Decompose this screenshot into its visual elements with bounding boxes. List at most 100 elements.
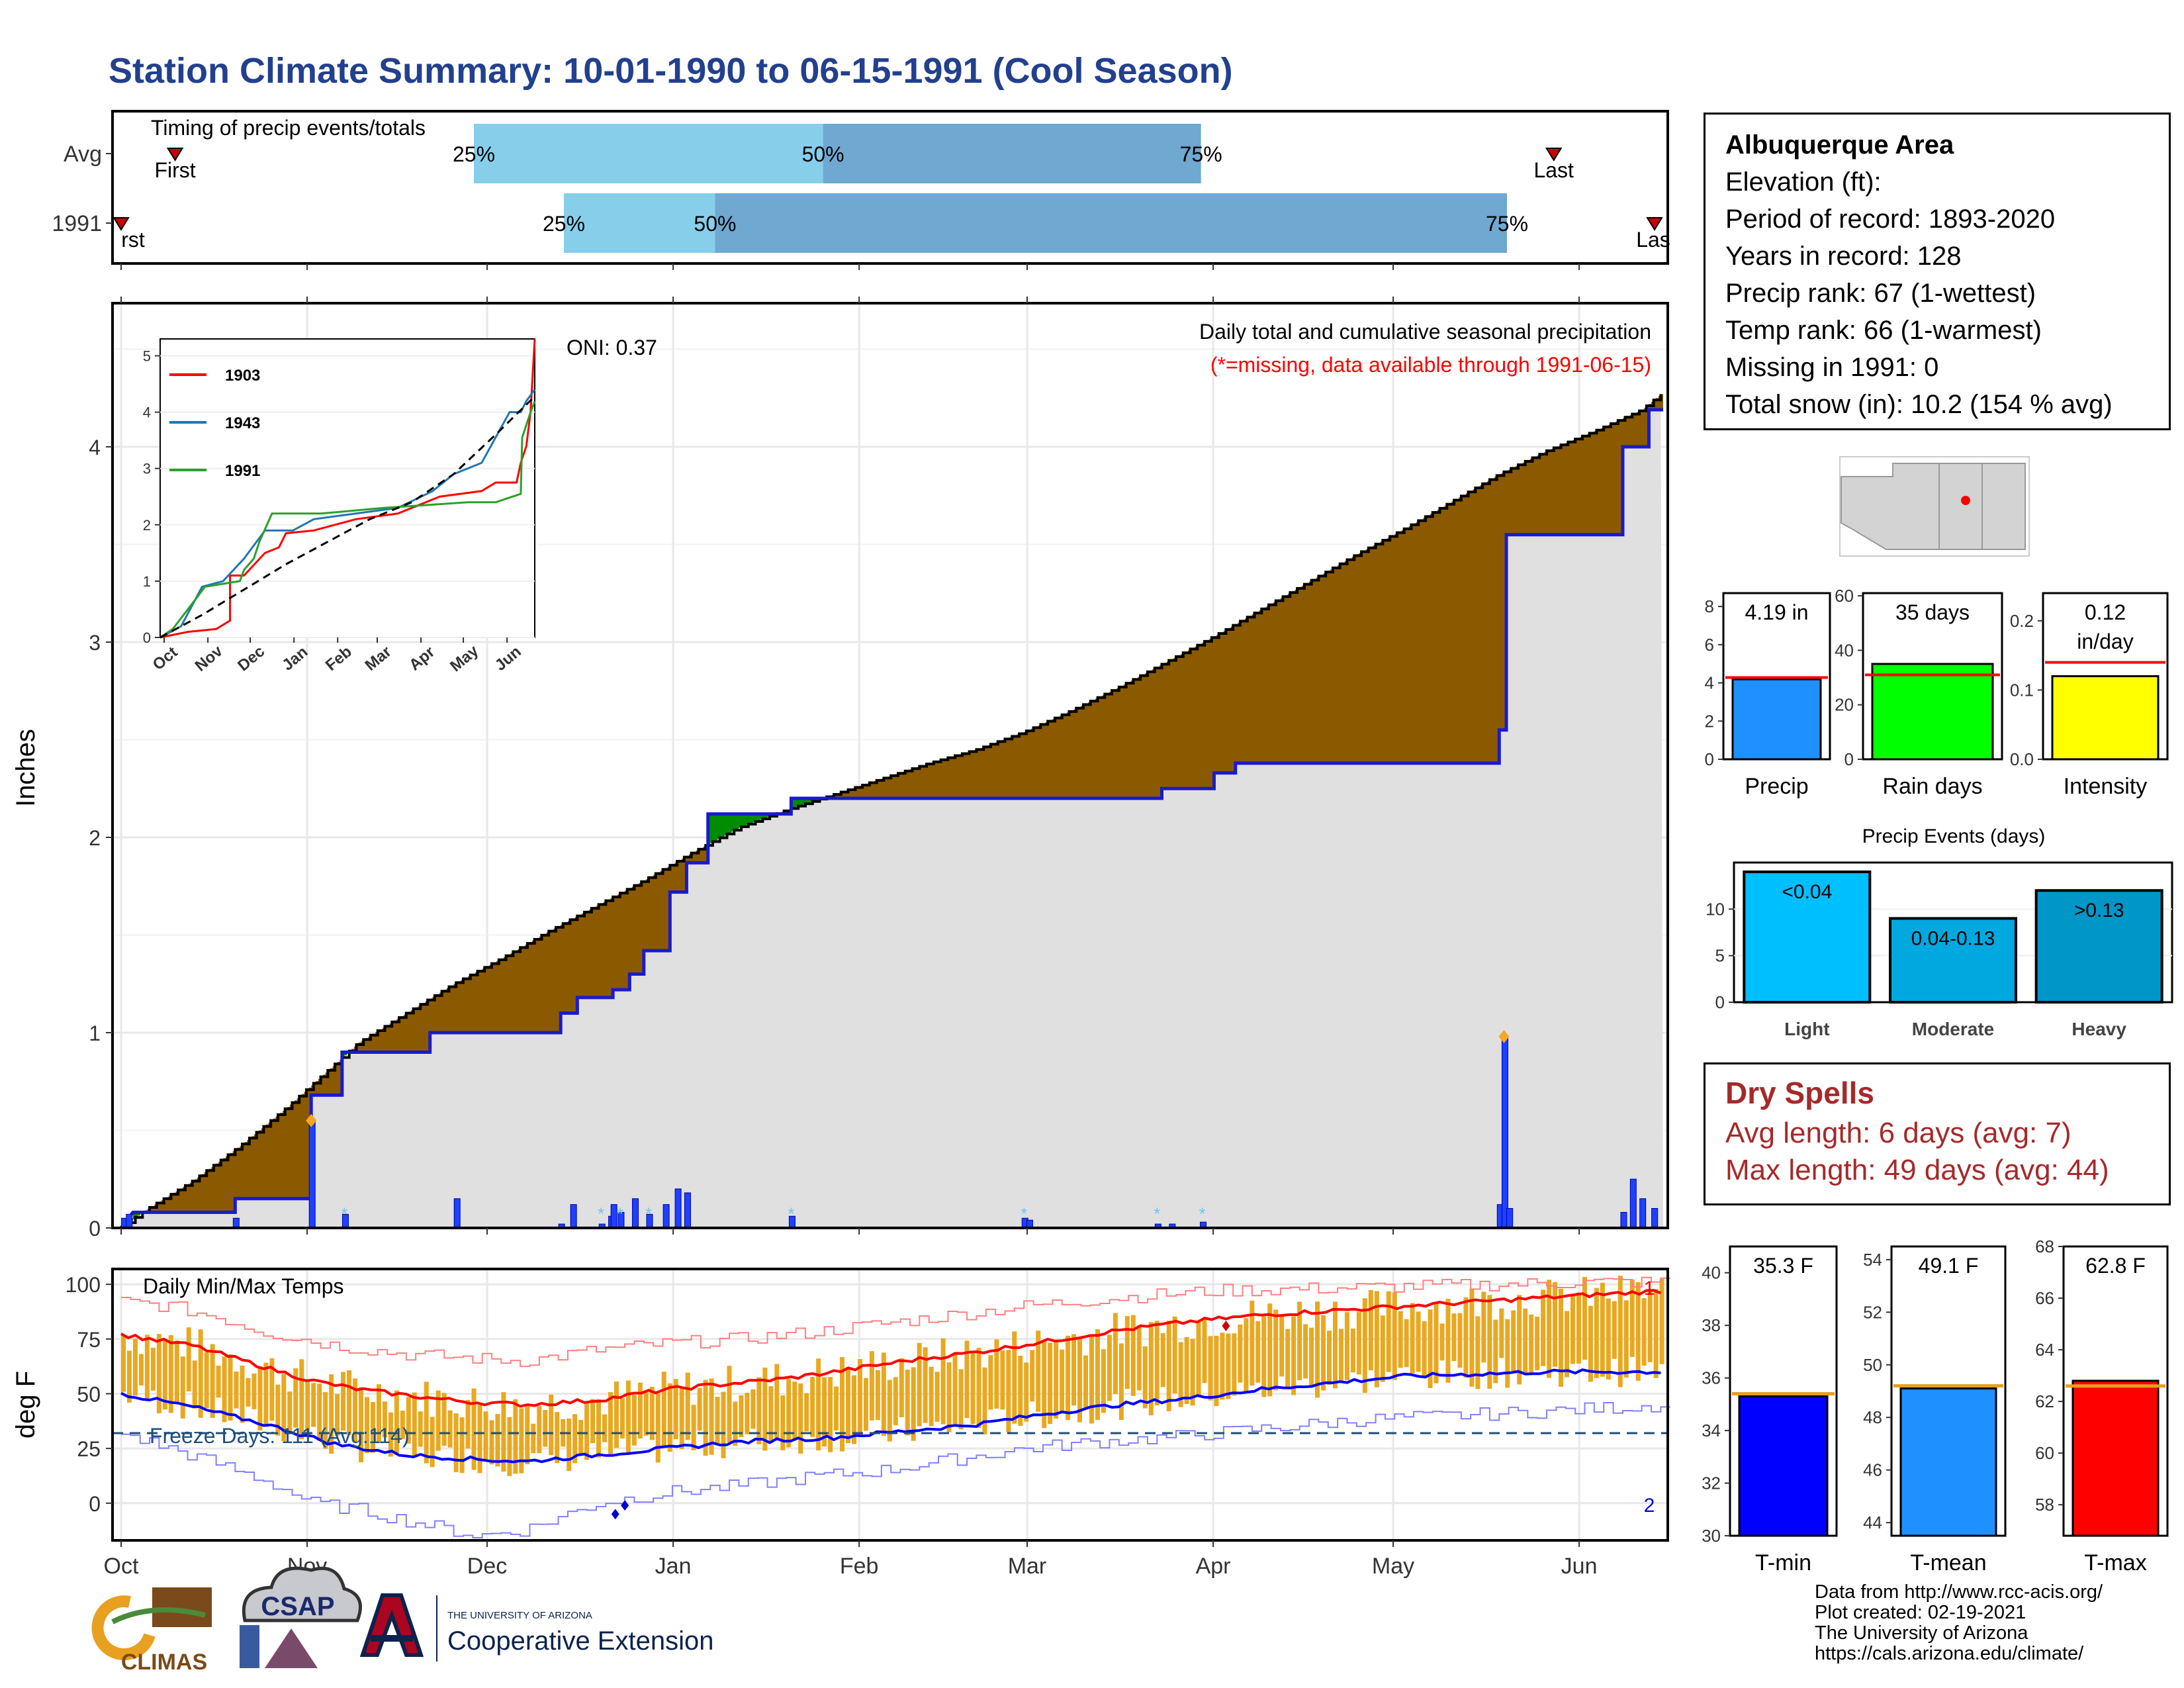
daily-temp-bar [697, 1387, 702, 1431]
month-label: May [1372, 1554, 1414, 1579]
timing-label-75: 75% [1180, 142, 1222, 166]
daily-temp-bar [1238, 1324, 1243, 1383]
record-low-marker [611, 1509, 619, 1520]
daily-temp-bar [857, 1359, 862, 1436]
month-label: Jan [655, 1554, 692, 1579]
timing-bar-q25-q50 [474, 124, 823, 183]
daily-temp-bar [691, 1405, 696, 1450]
daily-temp-bar [1416, 1311, 1421, 1372]
daily-temp-bar [1208, 1336, 1213, 1401]
daily-temp-bar [1499, 1308, 1504, 1358]
daily-temp-bar [631, 1395, 637, 1446]
record-high-count: 1 [1644, 1278, 1655, 1299]
daily-max-marker [1498, 1029, 1510, 1043]
temps-y-label: 0 [89, 1492, 101, 1516]
daily-temp-bar [1422, 1321, 1427, 1378]
daily-temp-bar [471, 1388, 477, 1470]
footer-line: The University of Arizona [1815, 1622, 2028, 1644]
daily-temp-bar [1250, 1300, 1255, 1386]
daily-temp-bar [602, 1414, 608, 1442]
daily-temp-bar [1629, 1280, 1635, 1357]
footer-line: Data from http://www.rcc-acis.org/ [1815, 1581, 2103, 1603]
daily-temp-bar [1600, 1282, 1605, 1377]
timing-panel: Avg 25% 50% 75% First Last 1991 25% 50% 75% rst Las… [52, 110, 1670, 270]
mini-y-label: 38 [1702, 1315, 1721, 1335]
csap-text: CSAP [261, 1592, 334, 1621]
snow-marker: * [1199, 1203, 1205, 1223]
mini-y-label: 50 [1863, 1355, 1882, 1375]
daily-temp-bar [192, 1360, 197, 1409]
daily-temp-bar [412, 1392, 417, 1457]
daily-temp-bar [976, 1348, 981, 1429]
dry-spells-title: Dry Spells [1725, 1076, 1874, 1110]
daily-temp-bar [1184, 1336, 1189, 1404]
mini-y-label: 68 [2035, 1237, 2054, 1256]
mini-y-label: 46 [1863, 1460, 1882, 1480]
daily-temp-bar [745, 1393, 750, 1434]
daily-temp-bar [132, 1338, 138, 1396]
daily-temp-bar [513, 1399, 518, 1474]
main-ylabel: Inches [11, 729, 40, 807]
month-label: Mar [1008, 1554, 1047, 1579]
daily-temp-bar [1368, 1289, 1373, 1371]
daily-temp-bar [1529, 1314, 1534, 1373]
daily-temp-bar [1635, 1282, 1641, 1381]
daily-precip-bar [570, 1204, 577, 1229]
daily-temp-bar [946, 1362, 952, 1432]
daily-temp-bar [1130, 1315, 1136, 1396]
daily-temp-bar [341, 1372, 346, 1431]
daily-temp-bar [168, 1335, 173, 1413]
daily-temp-bar [608, 1391, 613, 1454]
daily-temp-bar [1024, 1362, 1029, 1422]
daily-temp-bar [721, 1391, 726, 1458]
mini-value-label: 62.8 F [2085, 1254, 2146, 1278]
daily-temp-bar [1553, 1282, 1558, 1367]
daily-temp-bar [1060, 1349, 1065, 1412]
daily-temp-bar [555, 1412, 560, 1464]
record-low-marker [621, 1500, 629, 1511]
temps-title: Daily Min/Max Temps [143, 1274, 343, 1298]
daily-precip-bar [453, 1198, 461, 1229]
main-frame [111, 302, 1669, 1229]
daily-temp-bar [869, 1351, 874, 1421]
timing-row-label: Avg [64, 142, 102, 167]
daily-precip-bar [1506, 1208, 1514, 1229]
month-label: Oct [104, 1554, 139, 1579]
mini-y-label: 34 [1702, 1421, 1721, 1440]
daily-temp-bar [578, 1420, 584, 1454]
inset-legend-label: 1943 [225, 414, 260, 432]
timing-label-50: 50% [802, 142, 844, 166]
inset-frame [159, 338, 535, 638]
daily-temp-bar [370, 1402, 375, 1453]
daily-temp-bar [774, 1364, 780, 1438]
daily-temp-bar [323, 1391, 328, 1449]
inset-y-label: 5 [143, 348, 151, 365]
daily-temp-bar [923, 1347, 928, 1423]
daily-temp-bar [619, 1398, 625, 1439]
mini-y-label: 40 [1835, 640, 1854, 660]
footer-line: Plot created: 02-19-2021 [1815, 1602, 2026, 1623]
daily-temp-bar [435, 1390, 441, 1451]
inset-series-line [159, 338, 536, 639]
daily-temp-bar [483, 1411, 488, 1460]
event-bar-label: 0.04-0.13 [1911, 927, 1995, 949]
timing-marker [113, 217, 130, 231]
daily-temp-bar [1066, 1335, 1071, 1421]
info-temp-rank: Temp rank: 66 (1-warmest) [1725, 316, 2042, 345]
avg-cumulative-line [121, 394, 1662, 1229]
daily-temp-bar [1332, 1301, 1338, 1389]
daily-temp-bar [1428, 1309, 1433, 1388]
daily-temp-bar [263, 1362, 269, 1427]
daily-temp-bar [1475, 1316, 1480, 1389]
climas-text: CLIMAS [121, 1650, 207, 1675]
mini-y-label: 4 [1705, 673, 1714, 693]
timing-bar-q50-q75 [715, 193, 1508, 253]
daily-temp-bar [1641, 1298, 1647, 1366]
daily-temp-bar [507, 1417, 512, 1476]
daily-temp-bar [661, 1372, 666, 1448]
daily-temp-bar [1095, 1329, 1100, 1420]
daily-temp-bar [251, 1373, 257, 1409]
daily-temp-bar [1517, 1295, 1522, 1385]
daily-temp-bar [952, 1352, 958, 1425]
missing-note: (*=missing, data available through 1991-… [1210, 353, 1651, 377]
